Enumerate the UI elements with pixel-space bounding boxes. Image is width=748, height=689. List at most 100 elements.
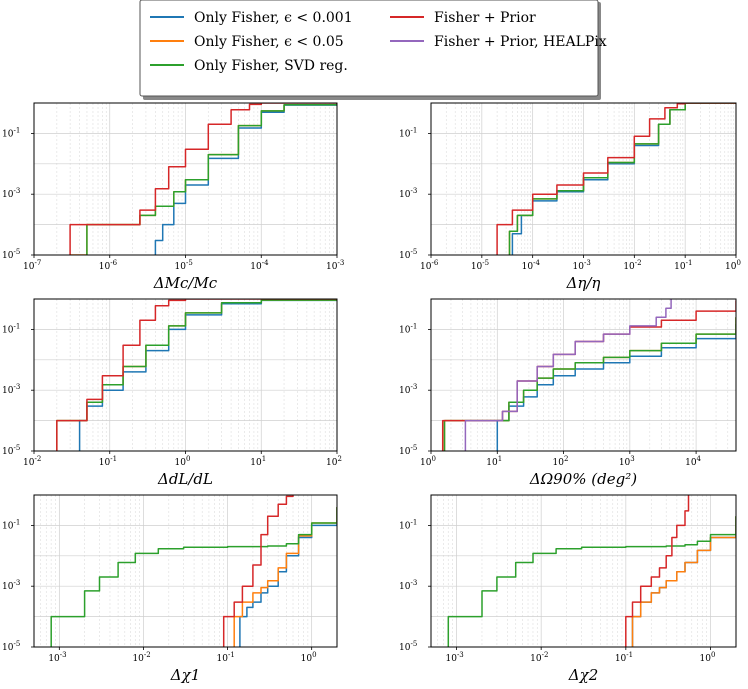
x-tick-label: 100 <box>301 651 317 664</box>
series-line-1 <box>56 299 337 451</box>
x-tick-label: 10-2 <box>132 651 150 664</box>
series-line-3 <box>69 103 337 255</box>
series-line-0 <box>496 324 736 451</box>
x-tick-label: 102 <box>553 455 569 468</box>
series-line-2 <box>56 299 337 451</box>
x-tick-label: 10-3 <box>48 651 66 664</box>
panels: 10-7 10-6 10-5 10-4 10-310-510-310-1ΔMc/Mc10… <box>2 102 741 684</box>
series-line-0 <box>239 507 337 647</box>
series-group <box>56 299 337 451</box>
series-line-1 <box>443 317 736 451</box>
y-tick-label: 10-3 <box>2 579 20 592</box>
x-tick-label: 10-2 <box>23 455 41 468</box>
y-tick-label: 10-5 <box>399 640 417 653</box>
legend-box <box>139 0 599 97</box>
grid <box>33 494 338 648</box>
y-tick-label: 10-1 <box>2 322 20 335</box>
x-tick-label: 10-3 <box>326 259 344 272</box>
y-tick-label: 10-3 <box>2 187 20 200</box>
y-tick-label: 10-3 <box>399 579 417 592</box>
series-line-2 <box>50 507 337 647</box>
series-line-3 <box>222 495 294 647</box>
y-ticks: 10-5 10-3 10-1 <box>2 322 34 457</box>
x-tick-label: 10-3 <box>445 651 463 664</box>
y-tick-label: 10-1 <box>2 518 20 531</box>
x-ticks: 10-6 10-5 10-4 10-3 10-2 10-1 100 <box>420 255 741 272</box>
panel-6: 10-3 10-2 10-1 100 10-5 10-3 10-1 Δχ2 <box>399 494 737 684</box>
x-tick-label: 10-4 <box>522 259 541 272</box>
x-tick-label: 100 <box>420 455 436 468</box>
x-tick-label: 10-4 <box>250 259 269 272</box>
y-ticks: 10-5 10-3 10-1 <box>2 126 34 261</box>
x-ticks: 100 101 102 103 104 <box>420 451 702 468</box>
y-tick-label: 10-3 <box>2 383 20 396</box>
x-tick-label: 10-1 <box>615 651 633 664</box>
series-group <box>496 103 736 255</box>
panel-1: 10-7 10-6 10-5 10-4 10-3 10-5 10-3 10-1 ΔMc/Mc <box>2 102 344 292</box>
x-tick-label: 100 <box>175 455 191 468</box>
legend-label-4: Fisher + Prior, HEALPix <box>434 34 607 50</box>
legend-label-1: Only Fisher, ϵ < 0.05 <box>194 34 344 50</box>
series-line-1 <box>631 516 736 647</box>
x-tick-label: 10-1 <box>99 455 117 468</box>
legend: Only Fisher, ϵ < 0.001 Only Fisher, ϵ < 0… <box>139 0 607 100</box>
y-tick-label: 10-5 <box>2 640 20 653</box>
series-group <box>50 495 337 647</box>
series-group <box>441 299 736 451</box>
axes-frame <box>430 298 737 452</box>
legend-label-2: Only Fisher, SVD reg. <box>194 58 348 74</box>
y-tick-label: 10-5 <box>399 248 417 261</box>
x-tick-label: 10-1 <box>217 651 235 664</box>
series-group <box>69 103 337 255</box>
x-tick-label: 102 <box>326 455 342 468</box>
series-line-0 <box>511 103 736 255</box>
x-axis-label: ΔdL/dL <box>157 470 213 488</box>
x-tick-label: 101 <box>486 455 502 468</box>
series-line-3 <box>56 299 337 451</box>
x-tick-label: 104 <box>685 455 701 468</box>
x-tick-label: 101 <box>250 455 266 468</box>
x-tick-label: 103 <box>619 455 635 468</box>
y-tick-label: 10-1 <box>399 126 417 139</box>
x-axis-label: Δη/η <box>566 274 601 292</box>
legend-label-0: Only Fisher, ϵ < 0.001 <box>194 10 353 26</box>
series-line-2 <box>86 103 337 255</box>
y-tick-label: 10-3 <box>399 383 417 396</box>
y-tick-label: 10-5 <box>2 248 20 261</box>
series-line-3 <box>625 495 690 647</box>
series-line-4 <box>464 299 672 451</box>
y-ticks: 10-5 10-3 10-1 <box>2 518 34 653</box>
axes-frame <box>33 494 338 648</box>
series-line-2 <box>443 317 736 451</box>
x-ticks: 10-2 10-1 100 101 102 <box>23 451 342 468</box>
x-tick-label: 100 <box>700 651 716 664</box>
series-group <box>447 495 736 647</box>
x-ticks: 10-7 10-6 10-5 10-4 10-3 <box>23 255 344 272</box>
legend-label-3: Fisher + Prior <box>434 10 536 26</box>
series-line-0 <box>631 516 736 647</box>
series-line-2 <box>508 103 736 255</box>
series-line-2 <box>447 516 736 647</box>
x-axis-label: ΔMc/Mc <box>153 274 218 292</box>
panel-2: 10-6 10-5 10-4 10-3 10-2 10-1 10010-510-310-1Δ… <box>399 102 741 292</box>
panel-4: 100 101 102 103 104 10-5 10-3 10-1 ΔΩ90% (deg²) <box>399 298 737 488</box>
x-ticks: 10-3 10-2 10-1 100 <box>48 647 317 664</box>
x-tick-label: 10-6 <box>420 259 439 272</box>
x-tick-label: 10-2 <box>530 651 548 664</box>
y-tick-label: 10-5 <box>399 444 417 457</box>
x-tick-label: 10-5 <box>175 259 193 272</box>
y-tick-label: 10-1 <box>399 518 417 531</box>
y-tick-label: 10-1 <box>399 322 417 335</box>
x-tick-label: 10-5 <box>471 259 489 272</box>
series-line-3 <box>496 103 736 255</box>
x-tick-label: 10-3 <box>573 259 591 272</box>
x-axis-label: Δχ2 <box>568 666 598 684</box>
y-tick-label: 10-3 <box>399 187 417 200</box>
x-tick-label: 10-6 <box>99 259 118 272</box>
series-line-0 <box>78 299 337 451</box>
x-axis-label: ΔΩ90% (deg²) <box>529 470 637 488</box>
y-ticks: 10-5 10-3 10-1 <box>399 126 431 261</box>
y-ticks: 10-5 10-3 10-1 <box>399 322 431 457</box>
y-tick-label: 10-1 <box>2 126 20 139</box>
